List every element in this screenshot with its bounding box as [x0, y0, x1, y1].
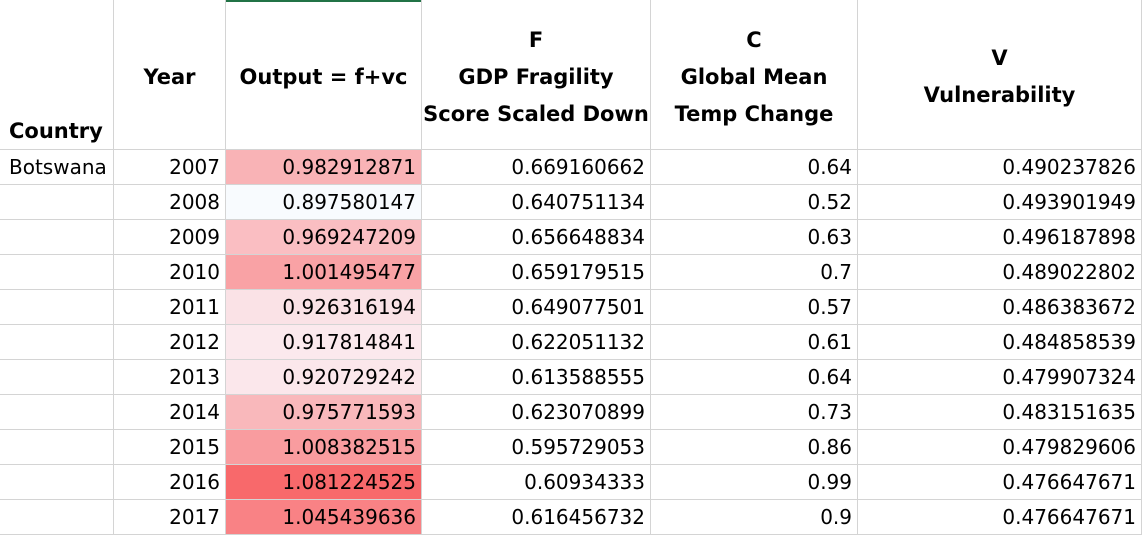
country-cell[interactable] [0, 255, 114, 290]
v-cell[interactable]: 0.476647671 [858, 465, 1142, 500]
year-cell[interactable]: 2014 [114, 395, 226, 430]
v-cell[interactable]: 0.483151635 [858, 395, 1142, 430]
country-cell[interactable] [0, 430, 114, 465]
v-cell[interactable]: 0.479829606 [858, 430, 1142, 465]
table-row: 2016 1.081224525 0.60934333 0.99 0.47664… [0, 465, 1142, 500]
country-cell[interactable] [0, 500, 114, 535]
f-cell[interactable]: 0.622051132 [422, 325, 651, 360]
country-cell[interactable] [0, 290, 114, 325]
f-cell[interactable]: 0.659179515 [422, 255, 651, 290]
v-cell[interactable]: 0.479907324 [858, 360, 1142, 395]
header-year-label: Year [143, 65, 196, 89]
c-cell[interactable]: 0.86 [651, 430, 858, 465]
country-cell[interactable] [0, 325, 114, 360]
header-output-cell[interactable]: Output = f+vc [226, 0, 422, 150]
v-cell[interactable]: 0.489022802 [858, 255, 1142, 290]
header-v-cell[interactable]: V Vulnerability [858, 0, 1142, 150]
table-row: 2012 0.917814841 0.622051132 0.61 0.4848… [0, 325, 1142, 360]
table-row: 2014 0.975771593 0.623070899 0.73 0.4831… [0, 395, 1142, 430]
table-row: 2017 1.045439636 0.616456732 0.9 0.47664… [0, 500, 1142, 535]
f-cell[interactable]: 0.669160662 [422, 150, 651, 185]
v-cell[interactable]: 0.490237826 [858, 150, 1142, 185]
c-cell[interactable]: 0.73 [651, 395, 858, 430]
country-cell[interactable] [0, 220, 114, 255]
year-cell[interactable]: 2009 [114, 220, 226, 255]
v-cell[interactable]: 0.476647671 [858, 500, 1142, 535]
table-row: 2010 1.001495477 0.659179515 0.7 0.48902… [0, 255, 1142, 290]
country-cell[interactable] [0, 360, 114, 395]
c-cell[interactable]: 0.61 [651, 325, 858, 360]
v-cell[interactable]: 0.484858539 [858, 325, 1142, 360]
year-cell[interactable]: 2011 [114, 290, 226, 325]
output-cell[interactable]: 0.917814841 [226, 325, 422, 360]
country-cell[interactable]: Botswana [0, 150, 114, 185]
table-row: 2013 0.920729242 0.613588555 0.64 0.4799… [0, 360, 1142, 395]
f-cell[interactable]: 0.595729053 [422, 430, 651, 465]
country-cell[interactable] [0, 185, 114, 220]
header-f-letter: F [528, 28, 544, 52]
f-cell[interactable]: 0.623070899 [422, 395, 651, 430]
output-cell[interactable]: 1.045439636 [226, 500, 422, 535]
f-cell[interactable]: 0.656648834 [422, 220, 651, 255]
header-v-letter: V [991, 46, 1008, 70]
output-cell[interactable]: 0.975771593 [226, 395, 422, 430]
c-cell[interactable]: 0.52 [651, 185, 858, 220]
c-cell[interactable]: 0.64 [651, 360, 858, 395]
year-cell[interactable]: 2010 [114, 255, 226, 290]
header-country-cell[interactable]: Country [0, 0, 114, 150]
country-cell[interactable] [0, 395, 114, 430]
v-cell[interactable]: 0.496187898 [858, 220, 1142, 255]
c-cell[interactable]: 0.9 [651, 500, 858, 535]
year-cell[interactable]: 2016 [114, 465, 226, 500]
v-cell[interactable]: 0.493901949 [858, 185, 1142, 220]
c-cell[interactable]: 0.64 [651, 150, 858, 185]
year-cell[interactable]: 2015 [114, 430, 226, 465]
header-c-line2: Temp Change [674, 102, 834, 126]
header-output-label: Output = f+vc [239, 65, 408, 89]
f-cell[interactable]: 0.616456732 [422, 500, 651, 535]
header-c-line1: Global Mean [680, 65, 828, 89]
header-v-line1: Vulnerability [923, 83, 1076, 107]
c-cell[interactable]: 0.99 [651, 465, 858, 500]
country-cell[interactable] [0, 465, 114, 500]
header-country-label: Country [9, 119, 103, 143]
year-cell[interactable]: 2017 [114, 500, 226, 535]
table-row: 2009 0.969247209 0.656648834 0.63 0.4961… [0, 220, 1142, 255]
header-f-line2: Score Scaled Down [423, 102, 649, 126]
table-row: Botswana 2007 0.982912871 0.669160662 0.… [0, 150, 1142, 185]
output-cell[interactable]: 0.897580147 [226, 185, 422, 220]
table-row: 2011 0.926316194 0.649077501 0.57 0.4863… [0, 290, 1142, 325]
v-cell[interactable]: 0.486383672 [858, 290, 1142, 325]
output-cell[interactable]: 1.008382515 [226, 430, 422, 465]
f-cell[interactable]: 0.60934333 [422, 465, 651, 500]
header-year-cell[interactable]: Year [114, 0, 226, 150]
output-cell[interactable]: 1.001495477 [226, 255, 422, 290]
year-cell[interactable]: 2007 [114, 150, 226, 185]
c-cell[interactable]: 0.7 [651, 255, 858, 290]
selected-cell-indicator [226, 0, 422, 2]
header-c-letter: C [746, 28, 762, 52]
output-cell[interactable]: 0.982912871 [226, 150, 422, 185]
c-cell[interactable]: 0.63 [651, 220, 858, 255]
year-cell[interactable]: 2013 [114, 360, 226, 395]
header-f-cell[interactable]: F GDP Fragility Score Scaled Down [422, 0, 651, 150]
year-cell[interactable]: 2008 [114, 185, 226, 220]
f-cell[interactable]: 0.640751134 [422, 185, 651, 220]
output-cell[interactable]: 1.081224525 [226, 465, 422, 500]
output-cell[interactable]: 0.969247209 [226, 220, 422, 255]
output-cell[interactable]: 0.920729242 [226, 360, 422, 395]
table-row: 2008 0.897580147 0.640751134 0.52 0.4939… [0, 185, 1142, 220]
table-row: 2015 1.008382515 0.595729053 0.86 0.4798… [0, 430, 1142, 465]
header-f-line1: GDP Fragility [458, 65, 614, 89]
year-cell[interactable]: 2012 [114, 325, 226, 360]
output-cell[interactable]: 0.926316194 [226, 290, 422, 325]
header-c-cell[interactable]: C Global Mean Temp Change [651, 0, 858, 150]
f-cell[interactable]: 0.649077501 [422, 290, 651, 325]
c-cell[interactable]: 0.57 [651, 290, 858, 325]
f-cell[interactable]: 0.613588555 [422, 360, 651, 395]
